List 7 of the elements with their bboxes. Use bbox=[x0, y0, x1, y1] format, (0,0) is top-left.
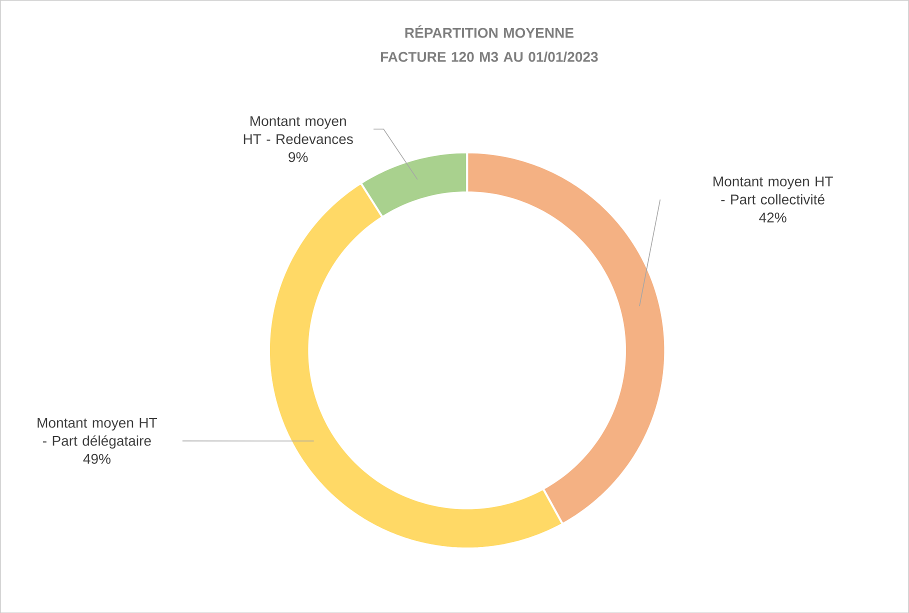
data-label: 42% bbox=[759, 212, 786, 222]
data-label: 9% bbox=[288, 152, 308, 162]
slice-label: Montant moyen HT - Part collectivité bbox=[714, 176, 833, 204]
slice-label: Montant moyen HT - Redevances bbox=[244, 116, 353, 144]
chart-title: RÉPARTITION MOYENNE FACTURE 120 M3 AU 01/01/2023 bbox=[380, 25, 598, 62]
slice-label: Montant moyen HT - Part délégataire bbox=[38, 418, 158, 448]
data-label: 49% bbox=[83, 454, 110, 464]
